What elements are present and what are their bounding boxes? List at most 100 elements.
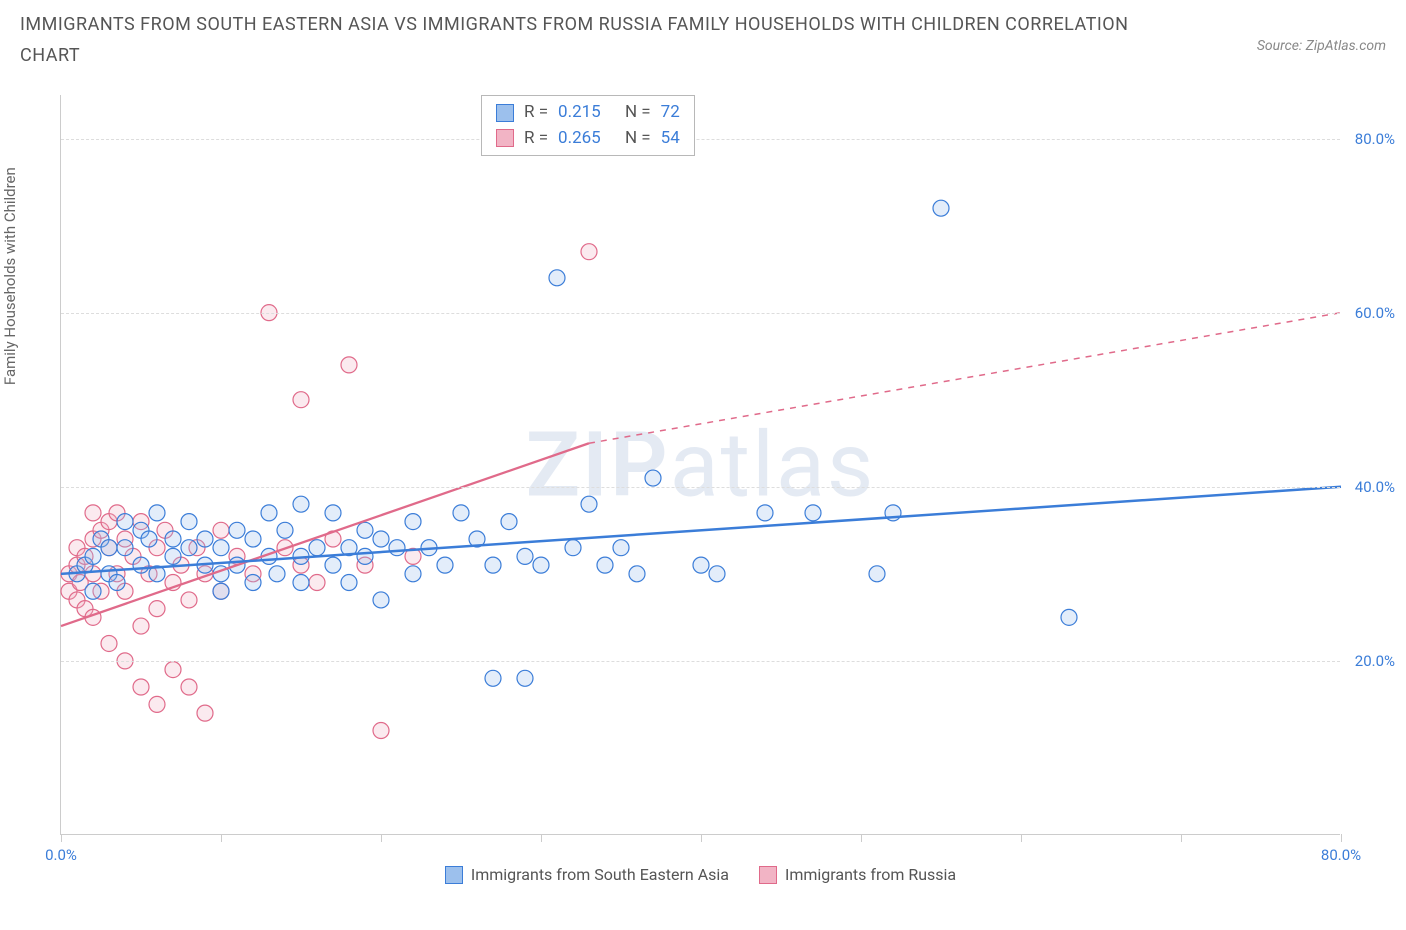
- data-point: [101, 540, 117, 556]
- series-legend-item: Immigrants from South Eastern Asia: [445, 865, 729, 884]
- data-point: [693, 557, 709, 573]
- data-point: [245, 575, 261, 591]
- data-point: [869, 566, 885, 582]
- data-point: [309, 540, 325, 556]
- grid-line: [61, 139, 1340, 140]
- data-point: [501, 514, 517, 530]
- data-point: [357, 522, 373, 538]
- x-tick: [1021, 834, 1022, 842]
- x-tick-label: 80.0%: [1321, 846, 1361, 864]
- data-point: [517, 670, 533, 686]
- data-point: [805, 505, 821, 521]
- data-point: [293, 392, 309, 408]
- chart-title: IMMIGRANTS FROM SOUTH EASTERN ASIA VS IM…: [20, 10, 1170, 71]
- data-point: [293, 575, 309, 591]
- plot-area: ZIPatlas R = 0.215 N = 72 R = 0.265 N = …: [60, 95, 1340, 835]
- y-tick-label: 40.0%: [1355, 478, 1395, 496]
- data-point: [405, 514, 421, 530]
- data-point: [165, 662, 181, 678]
- data-point: [565, 540, 581, 556]
- y-tick-label: 80.0%: [1355, 130, 1395, 148]
- data-point: [133, 557, 149, 573]
- x-tick: [1181, 834, 1182, 842]
- data-point: [213, 583, 229, 599]
- data-point: [325, 557, 341, 573]
- data-point: [117, 514, 133, 530]
- data-point: [229, 522, 245, 538]
- series-legend-item: Immigrants from Russia: [759, 865, 956, 884]
- x-tick: [61, 834, 62, 842]
- data-point: [453, 505, 469, 521]
- y-tick-label: 60.0%: [1355, 304, 1395, 322]
- x-tick: [381, 834, 382, 842]
- data-point: [165, 531, 181, 547]
- data-point: [261, 505, 277, 521]
- data-point: [485, 557, 501, 573]
- x-tick: [1341, 834, 1342, 842]
- data-point: [757, 505, 773, 521]
- data-point: [309, 575, 325, 591]
- legend-swatch: [445, 866, 463, 884]
- data-point: [181, 540, 197, 556]
- data-point: [517, 548, 533, 564]
- data-point: [1061, 609, 1077, 625]
- stats-legend-row-russia: R = 0.265 N = 54: [496, 126, 680, 152]
- legend-swatch-russia: [496, 129, 514, 147]
- trend-line: [589, 313, 1341, 444]
- data-point: [405, 566, 421, 582]
- chart-container: Family Households with Children ZIPatlas…: [20, 85, 1386, 890]
- data-point: [101, 635, 117, 651]
- data-point: [373, 592, 389, 608]
- data-point: [277, 522, 293, 538]
- data-point: [645, 470, 661, 486]
- stats-legend-row-sea: R = 0.215 N = 72: [496, 100, 680, 126]
- data-point: [181, 679, 197, 695]
- data-point: [133, 679, 149, 695]
- data-point: [165, 548, 181, 564]
- x-tick-label: 0.0%: [45, 846, 77, 864]
- x-tick: [701, 834, 702, 842]
- data-point: [85, 548, 101, 564]
- y-axis-label: Family Households with Children: [1, 167, 19, 385]
- grid-line: [61, 313, 1340, 314]
- data-point: [709, 566, 725, 582]
- data-point: [357, 548, 373, 564]
- grid-line: [61, 661, 1340, 662]
- data-point: [181, 514, 197, 530]
- x-tick: [221, 834, 222, 842]
- data-point: [293, 496, 309, 512]
- data-point: [437, 557, 453, 573]
- plot-svg: [61, 95, 1340, 834]
- data-point: [117, 540, 133, 556]
- legend-swatch: [759, 866, 777, 884]
- legend-label: Immigrants from South Eastern Asia: [471, 865, 729, 884]
- header-row: IMMIGRANTS FROM SOUTH EASTERN ASIA VS IM…: [0, 0, 1406, 71]
- x-tick: [541, 834, 542, 842]
- data-point: [549, 270, 565, 286]
- data-point: [141, 531, 157, 547]
- data-point: [933, 200, 949, 216]
- data-point: [109, 575, 125, 591]
- data-point: [389, 540, 405, 556]
- data-point: [213, 522, 229, 538]
- data-point: [269, 566, 285, 582]
- data-point: [533, 557, 549, 573]
- data-point: [197, 705, 213, 721]
- data-point: [85, 583, 101, 599]
- data-point: [197, 531, 213, 547]
- data-point: [85, 505, 101, 521]
- x-tick: [861, 834, 862, 842]
- grid-line: [61, 487, 1340, 488]
- data-point: [581, 244, 597, 260]
- data-point: [341, 357, 357, 373]
- data-point: [181, 592, 197, 608]
- data-point: [613, 540, 629, 556]
- y-tick-label: 20.0%: [1355, 652, 1395, 670]
- stats-legend: R = 0.215 N = 72 R = 0.265 N = 54: [481, 95, 695, 156]
- data-point: [629, 566, 645, 582]
- data-point: [373, 531, 389, 547]
- series-legend: Immigrants from South Eastern Asia Immigr…: [61, 865, 1340, 884]
- data-point: [149, 505, 165, 521]
- data-point: [213, 540, 229, 556]
- legend-label: Immigrants from Russia: [785, 865, 956, 884]
